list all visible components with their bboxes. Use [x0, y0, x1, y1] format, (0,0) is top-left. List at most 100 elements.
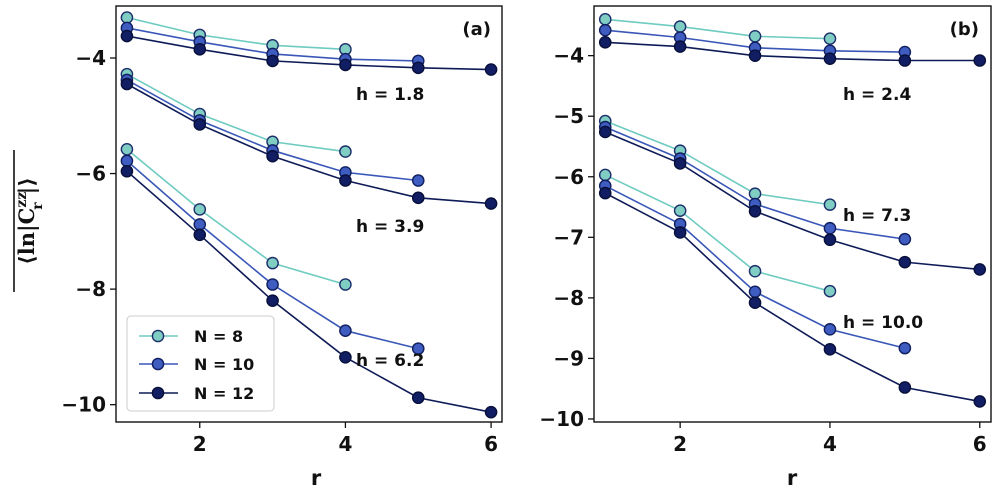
panel-b-group2-n12-point-5 [898, 255, 912, 269]
panel-a-group3-n12-point-1 [120, 164, 134, 178]
panel-b-group3-n12-point-2 [673, 226, 687, 239]
panel-b-group3-n12-point-4 [823, 343, 837, 356]
panel-b-group3-n10-point-4 [823, 323, 837, 336]
panel-b-group2-n12-point-1 [598, 125, 612, 139]
panel-a-group3-n12-point-5 [411, 391, 425, 405]
y-axis-label-close: |⟩ [14, 177, 39, 194]
panel-a: 2 4 6 −4 −6 −8 −10 (a) r h = 1.8 h = 3.9 h = 6.2… [61, 5, 503, 490]
legend-marker-n12 [151, 386, 165, 400]
panel-a-ytick-label-6: −6 [75, 162, 106, 186]
panel-b-x-axis-label: r [787, 466, 798, 490]
panel-b-group2-n10-point-5 [898, 232, 912, 246]
panel-b-ytick-label-10: −10 [539, 407, 584, 431]
panel-a-group2-n12-line [126, 83, 492, 205]
panel-b-group1-n8-line [605, 18, 830, 40]
panel-a-xtick-label-2: 2 [193, 432, 207, 456]
panel-a-group3-n12-point-4 [339, 350, 352, 364]
panel-b-series [598, 13, 987, 408]
legend-marker-n10 [151, 357, 165, 371]
panel-b-group3-n8-point-4 [823, 284, 837, 298]
panel-a-group3-n10-point-4 [339, 324, 352, 338]
panel-b-ytick-label-5: −5 [553, 104, 584, 128]
panel-b-group2-n10-point-4 [823, 221, 837, 235]
legend-label-n10: N = 10 [194, 355, 254, 374]
y-axis-label-open: ⟨ln|C [14, 208, 39, 265]
panel-a-xtick-label-4: 4 [338, 432, 352, 456]
panel-b-group3-n12-point-3 [748, 296, 762, 310]
panel-a-series [120, 11, 498, 419]
panel-b-h-annotations: h = 2.4 h = 7.3 h = 10.0 [843, 85, 923, 333]
panel-a-group3-n10-point-2 [193, 218, 207, 231]
y-axis-label: ⟨ln|Czzr |⟩ [14, 177, 46, 265]
panel-a-xtick-label-6: 6 [484, 432, 498, 456]
panel-a-group2-n12-point-1 [120, 77, 134, 91]
panel-b: 2 4 6−4−5−6−7−8−9−10 (b) r h = 2.4h = 7.3h… [539, 5, 992, 490]
panel-b-h-label-3: h = 10.0 [843, 313, 923, 333]
panel-b-group2-n12-point-3 [748, 204, 762, 218]
panel-b-group3-n8-point-3 [748, 264, 762, 278]
panel-a-group3-n12-line [126, 170, 492, 413]
panel-b-ytick-label-7: −7 [553, 225, 584, 249]
legend-label-n12: N = 12 [194, 384, 254, 403]
panel-b-group3-n10-point-5 [898, 341, 912, 355]
panel-b-group2-n12-line [604, 131, 980, 271]
panel-a-group2-n12-point-5 [411, 191, 425, 205]
panel-b-group2-n8-point-4 [823, 198, 837, 211]
panel-a-group3-n8-point-4 [339, 278, 352, 291]
legend-entry-n10: N = 10 [139, 355, 254, 374]
panel-a-x-axis-label: r [311, 466, 322, 490]
panel-b-group2-n8-line [604, 120, 831, 206]
panel-b-group3-n8-line [604, 174, 831, 292]
panel-a-group3-n12-point-3 [266, 294, 279, 307]
panel-b-group1-n8-point-2 [673, 20, 687, 33]
panel-b-ytick-label-4: −4 [553, 44, 584, 68]
panel-a-group1-n12-line [126, 35, 492, 71]
panel-a-group3-n10-point-3 [266, 278, 279, 291]
panel-a-group2-n10-point-5 [411, 174, 425, 187]
panel-a-group3-n8-point-2 [193, 203, 207, 216]
panel-b-group1-n12-point-5 [898, 54, 912, 67]
panel-b-ytick-label-6: −6 [553, 165, 584, 189]
legend-entry-n8: N = 8 [139, 327, 243, 346]
legend-marker-n8 [151, 329, 165, 343]
panel-b-group2-n8-point-3 [748, 187, 762, 201]
panel-a-group3-n10-point-1 [120, 154, 134, 168]
panel-b-frame [593, 5, 992, 423]
panel-a-group3-n10-point-5 [411, 342, 425, 355]
panel-b-xtick-label-2: 2 [673, 432, 687, 456]
panel-a-group3-n8-point-1 [120, 142, 134, 156]
panel-b-group3-n12-line [604, 192, 980, 403]
panel-b-ytick-label-9: −9 [553, 346, 584, 370]
panel-b-group1-n12-line [605, 41, 980, 62]
panel-b-group2-n12-point-2 [673, 157, 687, 170]
panel-a-group1-n12-point-3 [266, 54, 279, 68]
panel-b-group1-n12-point-2 [673, 40, 687, 53]
y-axis-label-sup: zz [14, 192, 30, 208]
panel-a-ticks: 2 4 6 −4 −6 −8 −10 [61, 46, 498, 456]
panel-b-group1-n8-point-1 [598, 13, 612, 26]
panel-a-group1-n12-point-6 [484, 63, 498, 76]
panel-a-frame [115, 5, 503, 423]
panel-a-group2-n12-point-4 [339, 174, 352, 187]
legend: N = 8 N = 10 N = 12 [126, 315, 275, 412]
panel-b-group3-n10-point-3 [748, 285, 762, 299]
panel-a-group1-n12-point-2 [193, 43, 207, 56]
panel-b-group3-n12-point-6 [973, 395, 987, 408]
panel-a-group2-n12-point-2 [193, 118, 207, 131]
panel-b-group1-n12-point-6 [973, 54, 987, 67]
panel-a-group3-n8-point-3 [266, 256, 279, 270]
panel-a-h-label-1: h = 1.8 [356, 85, 424, 105]
panel-a-group1-n12-point-4 [339, 58, 352, 72]
panel-b-group1-n8-point-3 [748, 29, 762, 43]
panel-a-group2-n8-line [126, 73, 346, 153]
panel-a-ytick-label-8: −8 [75, 277, 106, 301]
panel-b-group1-n10-point-1 [598, 23, 612, 37]
panel-b-h-label-1: h = 2.4 [843, 85, 911, 105]
panel-b-h-label-2: h = 7.3 [843, 206, 911, 226]
panel-a-group2-n12-point-3 [266, 149, 279, 163]
legend-entry-n12: N = 12 [139, 384, 254, 403]
legend-box [126, 315, 275, 412]
panel-a-group3-n8-line [126, 148, 346, 286]
panel-b-group2-n12-point-4 [823, 233, 837, 247]
